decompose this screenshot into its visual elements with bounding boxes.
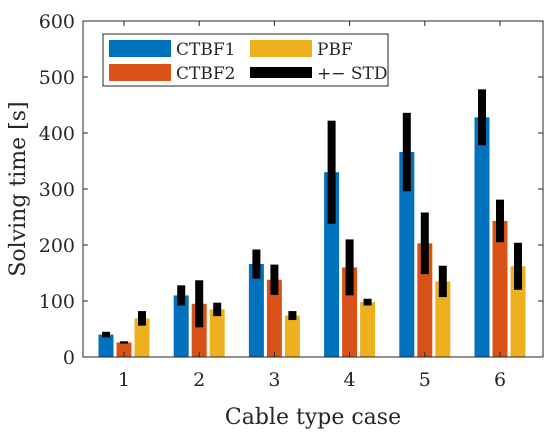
error-bar-ctbf2-case-1	[120, 341, 128, 344]
legend-label-ctbf2: CTBF2	[176, 64, 235, 84]
x-axis-label: Cable type case	[225, 405, 401, 430]
error-bar-ctbf1-case-4	[327, 120, 336, 224]
error-bar-ctbf2-case-6	[496, 199, 504, 243]
error-bar-ctbf2-case-2	[195, 280, 204, 328]
error-bar-ctbf1-case-2	[177, 285, 186, 306]
error-bars-layer	[102, 89, 522, 344]
bar-ctbf1-case-3	[248, 264, 264, 357]
x-tick-label: 5	[419, 369, 431, 391]
error-bar-pbf-case-4	[363, 298, 372, 306]
legend-swatch-ctbf1	[109, 40, 171, 57]
legend-swatch-std	[250, 67, 312, 78]
y-tick-label: 0	[63, 347, 75, 369]
bar-pbf-case-2	[209, 309, 225, 357]
x-tick-label: 2	[193, 369, 205, 391]
x-tick-label: 4	[344, 369, 356, 391]
legend-label-ctbf1: CTBF1	[176, 40, 235, 60]
bar-pbf-case-1	[134, 318, 150, 357]
bar-pbf-case-4	[360, 302, 376, 357]
y-tick-label: 300	[39, 179, 75, 201]
x-tick-label: 1	[118, 369, 130, 391]
error-bar-ctbf2-case-4	[345, 239, 354, 296]
bar-ctbf2-case-6	[492, 220, 508, 357]
error-bar-ctbf1-case-6	[478, 89, 486, 146]
bar-pbf-case-3	[284, 315, 300, 357]
legend-swatch-pbf	[250, 40, 312, 57]
legend: CTBF1 CTBF2 PBF +− STD	[102, 33, 389, 87]
error-bar-pbf-case-5	[438, 265, 447, 298]
bar-ctbf1-case-1	[98, 334, 114, 357]
y-tick-label: 500	[39, 67, 75, 89]
y-tick-label: 200	[39, 235, 75, 257]
error-bar-ctbf1-case-5	[402, 112, 411, 192]
bar-ctbf2-case-1	[116, 342, 132, 357]
legend-label-pbf: PBF	[317, 40, 353, 60]
bars-layer	[98, 117, 526, 357]
x-tick-label: 6	[494, 369, 506, 391]
error-bar-pbf-case-6	[514, 242, 522, 290]
legend-swatch-ctbf2	[109, 64, 171, 81]
error-bar-ctbf1-case-1	[102, 331, 110, 338]
legend-label-std: +− STD	[317, 64, 388, 84]
error-bar-ctbf1-case-3	[252, 249, 261, 279]
error-bar-pbf-case-1	[138, 311, 146, 326]
y-axis-label: Solving time [s]	[6, 101, 31, 276]
axes-layer: 1 2 3 4 5 6 0 100 200 300 400 500 600	[39, 11, 543, 391]
error-bar-ctbf2-case-3	[270, 264, 279, 295]
bar-ctbf1-case-2	[173, 295, 189, 357]
bar-ctbf1-case-6	[474, 117, 490, 357]
error-bar-pbf-case-2	[213, 302, 222, 317]
x-tick-label: 3	[268, 369, 280, 391]
error-bar-pbf-case-3	[288, 311, 297, 321]
bar-pbf-case-5	[435, 281, 451, 357]
bar-ctbf1-case-5	[399, 152, 415, 357]
y-tick-label: 100	[39, 291, 75, 313]
y-tick-label: 600	[39, 11, 75, 33]
bar-ctbf2-case-3	[266, 279, 282, 357]
y-tick-label: 400	[39, 123, 75, 145]
error-bar-ctbf2-case-5	[420, 212, 429, 275]
